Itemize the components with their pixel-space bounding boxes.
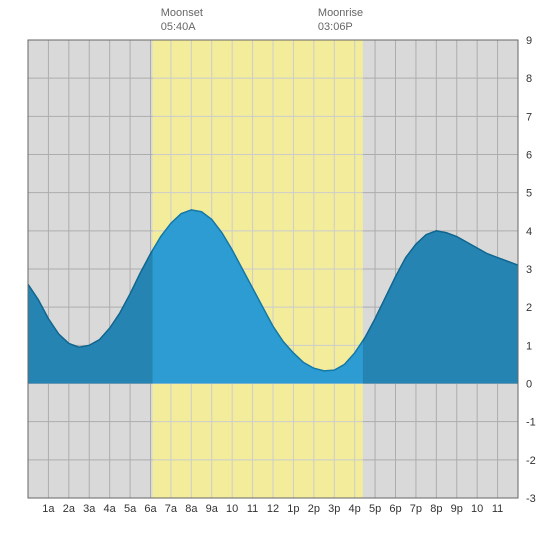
svg-text:1a: 1a xyxy=(42,503,55,515)
svg-text:2: 2 xyxy=(526,302,532,314)
svg-text:12: 12 xyxy=(267,503,279,515)
svg-text:7p: 7p xyxy=(410,503,422,515)
tide-chart: 1a2a3a4a5a6a7a8a9a1011121p2p3p4p5p6p7p8p… xyxy=(0,0,550,550)
svg-text:-3: -3 xyxy=(526,493,536,505)
svg-text:5p: 5p xyxy=(369,503,381,515)
svg-text:6: 6 xyxy=(526,150,532,162)
svg-text:-2: -2 xyxy=(526,455,536,467)
svg-text:3: 3 xyxy=(526,264,532,276)
svg-text:9a: 9a xyxy=(206,503,219,515)
svg-text:2a: 2a xyxy=(63,503,76,515)
svg-text:1p: 1p xyxy=(287,503,299,515)
tide-chart-container: 1a2a3a4a5a6a7a8a9a1011121p2p3p4p5p6p7p8p… xyxy=(0,0,550,550)
svg-text:1: 1 xyxy=(526,340,532,352)
svg-text:8a: 8a xyxy=(185,503,198,515)
moonrise-time: 03:06P xyxy=(318,20,363,34)
svg-text:10: 10 xyxy=(226,503,238,515)
svg-text:2p: 2p xyxy=(308,503,320,515)
svg-text:11: 11 xyxy=(247,503,258,515)
svg-text:3p: 3p xyxy=(328,503,340,515)
moonset-time: 05:40A xyxy=(161,20,203,34)
svg-text:10: 10 xyxy=(471,503,483,515)
svg-text:7a: 7a xyxy=(165,503,178,515)
moonrise-annotation: Moonrise 03:06P xyxy=(318,6,363,35)
svg-text:-1: -1 xyxy=(526,417,536,429)
svg-text:9p: 9p xyxy=(451,503,463,515)
svg-text:11: 11 xyxy=(492,503,503,515)
moonrise-label: Moonrise xyxy=(318,6,363,20)
moonset-label: Moonset xyxy=(161,6,203,20)
svg-text:3a: 3a xyxy=(83,503,96,515)
svg-text:9: 9 xyxy=(526,35,532,47)
svg-text:5: 5 xyxy=(526,188,532,200)
svg-text:8: 8 xyxy=(526,73,532,85)
moonset-annotation: Moonset 05:40A xyxy=(161,6,203,35)
svg-text:6p: 6p xyxy=(389,503,401,515)
svg-text:4a: 4a xyxy=(104,503,117,515)
svg-text:8p: 8p xyxy=(430,503,442,515)
svg-text:4: 4 xyxy=(526,226,532,238)
svg-text:4p: 4p xyxy=(349,503,361,515)
svg-text:7: 7 xyxy=(526,111,532,123)
svg-text:0: 0 xyxy=(526,379,532,391)
svg-text:6a: 6a xyxy=(144,503,157,515)
svg-text:5a: 5a xyxy=(124,503,137,515)
